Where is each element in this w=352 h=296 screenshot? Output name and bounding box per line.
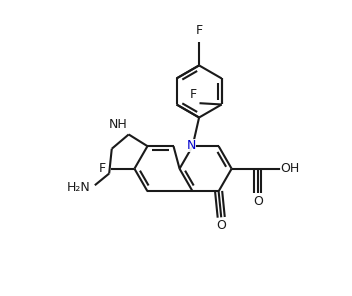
Text: O: O [253,195,263,208]
Text: N: N [187,139,196,152]
Text: F: F [190,88,197,101]
Text: O: O [216,219,226,232]
Text: NH: NH [108,118,127,131]
Text: H₂N: H₂N [67,181,91,194]
Text: OH: OH [281,162,300,175]
Text: F: F [195,24,203,37]
Text: F: F [99,162,106,175]
